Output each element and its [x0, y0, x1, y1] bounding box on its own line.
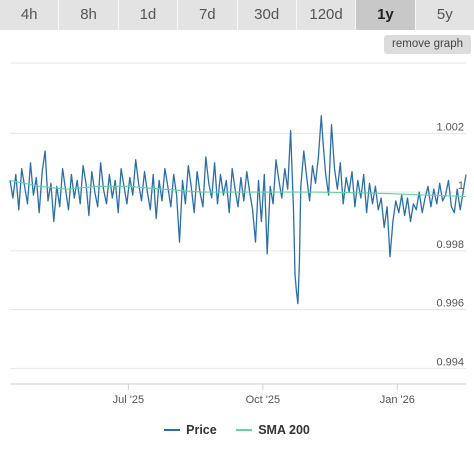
tab-4h[interactable]: 4h	[0, 0, 60, 30]
x-tick-label: Jul '25	[113, 394, 144, 406]
legend-item-sma[interactable]: SMA 200	[236, 423, 310, 437]
y-tick-label: 0.994	[436, 356, 464, 368]
sma-series-line	[9, 179, 467, 198]
legend-label-sma: SMA 200	[258, 423, 310, 437]
time-range-tabs: 4h 8h 1d 7d 30d 120d 1y 5y	[0, 0, 474, 30]
price-chart: 1.002 1 0.998 0.996 0.994 Jul '25 Oct '25 Jan '…	[9, 62, 467, 406]
x-tick-label: Oct '25	[246, 394, 281, 406]
tab-8h[interactable]: 8h	[59, 0, 119, 30]
y-tick-label: 0.996	[436, 298, 464, 310]
remove-graph-button[interactable]: remove graph	[384, 35, 471, 54]
tab-30d[interactable]: 30d	[237, 0, 297, 30]
y-tick-label: 1	[458, 180, 464, 192]
price-swatch	[164, 429, 181, 431]
tab-1d[interactable]: 1d	[118, 0, 179, 30]
legend-item-price[interactable]: Price	[164, 423, 217, 437]
x-tick-label: Jan '26	[380, 394, 415, 406]
y-tick-label: 0.998	[436, 239, 464, 251]
sma-swatch	[236, 429, 253, 431]
tab-5y[interactable]: 5y	[415, 0, 474, 30]
legend-label-price: Price	[186, 423, 217, 437]
y-tick-label: 1.002	[436, 121, 464, 133]
price-series-line	[9, 115, 467, 305]
tab-120d[interactable]: 120d	[296, 0, 357, 30]
chart-legend: Price SMA 200	[0, 420, 474, 437]
tab-7d[interactable]: 7d	[178, 0, 238, 30]
tab-1y[interactable]: 1y	[356, 0, 416, 30]
